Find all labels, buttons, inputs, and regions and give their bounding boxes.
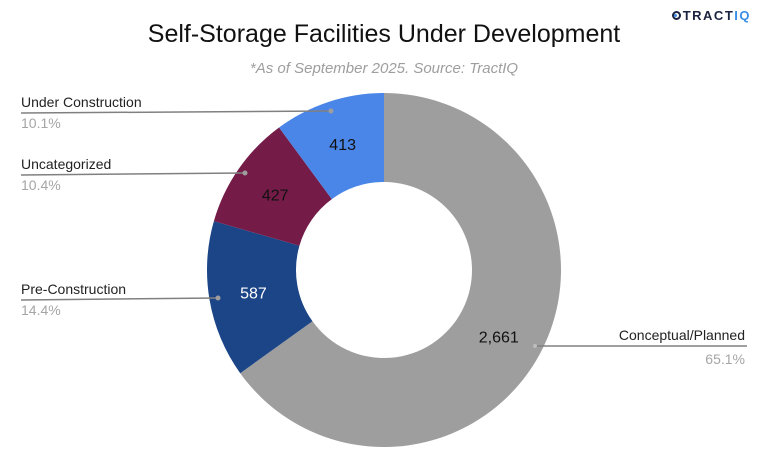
data-label: 2,661 <box>479 329 519 346</box>
legend-percent-uncategorized: 10.4% <box>21 177 61 193</box>
leader-line <box>20 172 246 176</box>
data-label: 427 <box>262 187 289 204</box>
chart-subtitle: *As of September 2025. Source: TractIQ <box>249 60 519 77</box>
slice-conceptual-planned <box>240 93 562 447</box>
leader-dot <box>242 170 248 176</box>
leader-line <box>20 110 332 114</box>
logo-mark-icon <box>671 11 681 20</box>
slice-pre-construction <box>207 221 313 374</box>
logo-text-accent: IQ <box>734 8 751 23</box>
data-label: 587 <box>240 286 267 303</box>
chart-title: Self-Storage Facilities Under Developmen… <box>147 20 621 48</box>
leader-dot <box>215 295 221 301</box>
data-label: 413 <box>329 137 356 154</box>
legend-label-conceptual-planned: Conceptual/Planned <box>619 327 745 343</box>
leader-line <box>20 297 219 301</box>
legend-label-under-construction: Under Construction <box>21 94 142 110</box>
legend-label-uncategorized: Uncategorized <box>21 156 111 172</box>
legend-percent-conceptual-planned: 65.1% <box>705 351 745 367</box>
slice-under-construction <box>279 93 384 200</box>
tractiq-logo: TRACT IQ <box>671 8 751 23</box>
leader-dot <box>533 344 537 348</box>
leader-dot <box>328 108 334 114</box>
legend-label-pre-construction: Pre-Construction <box>21 281 126 297</box>
legend-percent-pre-construction: 14.4% <box>21 302 61 318</box>
logo-text-main: TRACT <box>682 8 735 23</box>
legend-percent-under-construction: 10.1% <box>21 115 61 131</box>
slice-uncategorized <box>213 127 332 246</box>
